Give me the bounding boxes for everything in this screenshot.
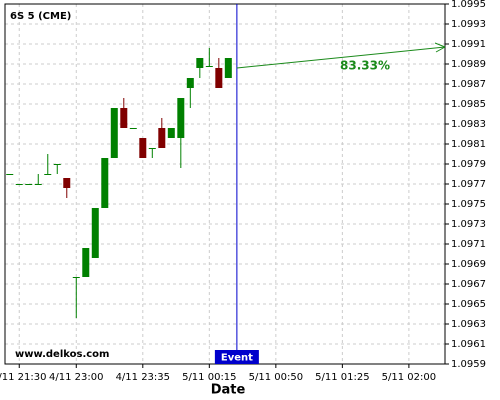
candle-body bbox=[6, 174, 14, 175]
event-label-box bbox=[214, 350, 259, 364]
candle-body bbox=[186, 78, 194, 88]
x-axis-label: Date bbox=[211, 383, 246, 398]
x-tick-label: 5/11 01:25 bbox=[315, 372, 369, 383]
y-tick-label: 1.0959 bbox=[451, 359, 486, 370]
candle-body bbox=[177, 98, 185, 138]
y-tick-label: 1.0979 bbox=[451, 159, 486, 170]
candle-body bbox=[72, 277, 80, 278]
y-tick-label: 1.0977 bbox=[451, 179, 486, 190]
candle-body bbox=[101, 158, 109, 208]
y-tick-label: 1.0963 bbox=[451, 319, 486, 330]
x-tick-label: 4/11 23:00 bbox=[49, 372, 103, 383]
candle-body bbox=[82, 248, 90, 277]
projection-arrow bbox=[236, 46, 446, 69]
y-tick-label: 1.0993 bbox=[451, 19, 486, 30]
y-tick-label: 1.0995 bbox=[451, 0, 486, 10]
candle-body bbox=[44, 174, 52, 175]
candle-body bbox=[167, 128, 175, 138]
candle-body bbox=[63, 178, 71, 188]
candle-body bbox=[196, 58, 204, 68]
y-tick-label: 1.0981 bbox=[451, 139, 486, 150]
y-tick-label: 1.0967 bbox=[451, 279, 486, 290]
candle-body bbox=[158, 128, 166, 148]
candle-body bbox=[129, 128, 137, 129]
arrow-head bbox=[434, 42, 446, 53]
candle-body bbox=[34, 184, 42, 185]
chart-title: 6S 5 (CME) bbox=[10, 11, 71, 22]
candle-body bbox=[120, 108, 128, 128]
candle-body bbox=[224, 58, 232, 78]
y-tick-label: 1.0983 bbox=[451, 119, 486, 130]
candle-body bbox=[15, 184, 23, 185]
x-tick-label: 4/11 23:35 bbox=[116, 372, 170, 383]
candle-body bbox=[139, 138, 147, 158]
candle-body bbox=[91, 208, 99, 258]
x-tick-label: 4/11 21:30 bbox=[0, 372, 46, 383]
event-label: Event bbox=[221, 353, 253, 364]
x-tick-label: 5/11 00:15 bbox=[182, 372, 236, 383]
y-tick-label: 1.0971 bbox=[451, 239, 486, 250]
y-tick-label: 1.0985 bbox=[451, 99, 486, 110]
candle-body bbox=[215, 68, 223, 88]
candle-body bbox=[148, 148, 156, 149]
y-tick-label: 1.0965 bbox=[451, 299, 486, 310]
y-tick-label: 1.0991 bbox=[451, 39, 486, 50]
y-tick-label: 1.0961 bbox=[451, 339, 486, 350]
watermark: www.delkos.com bbox=[15, 349, 109, 360]
y-tick-label: 1.0975 bbox=[451, 199, 486, 210]
y-tick-label: 1.0987 bbox=[451, 79, 486, 90]
x-tick-label: 5/11 00:50 bbox=[249, 372, 303, 383]
projection-label: 83.33% bbox=[340, 59, 390, 73]
y-tick-label: 1.0973 bbox=[451, 219, 486, 230]
candle-body bbox=[110, 108, 118, 158]
x-tick-label: 5/11 02:00 bbox=[382, 372, 436, 383]
y-tick-label: 1.0969 bbox=[451, 259, 486, 270]
candle-body bbox=[205, 66, 213, 67]
y-tick-label: 1.0989 bbox=[451, 59, 486, 70]
candle-body bbox=[25, 184, 33, 185]
candles bbox=[6, 48, 232, 318]
candle-body bbox=[53, 164, 61, 165]
